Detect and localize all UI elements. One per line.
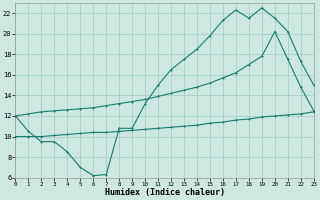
X-axis label: Humidex (Indice chaleur): Humidex (Indice chaleur): [105, 188, 225, 197]
